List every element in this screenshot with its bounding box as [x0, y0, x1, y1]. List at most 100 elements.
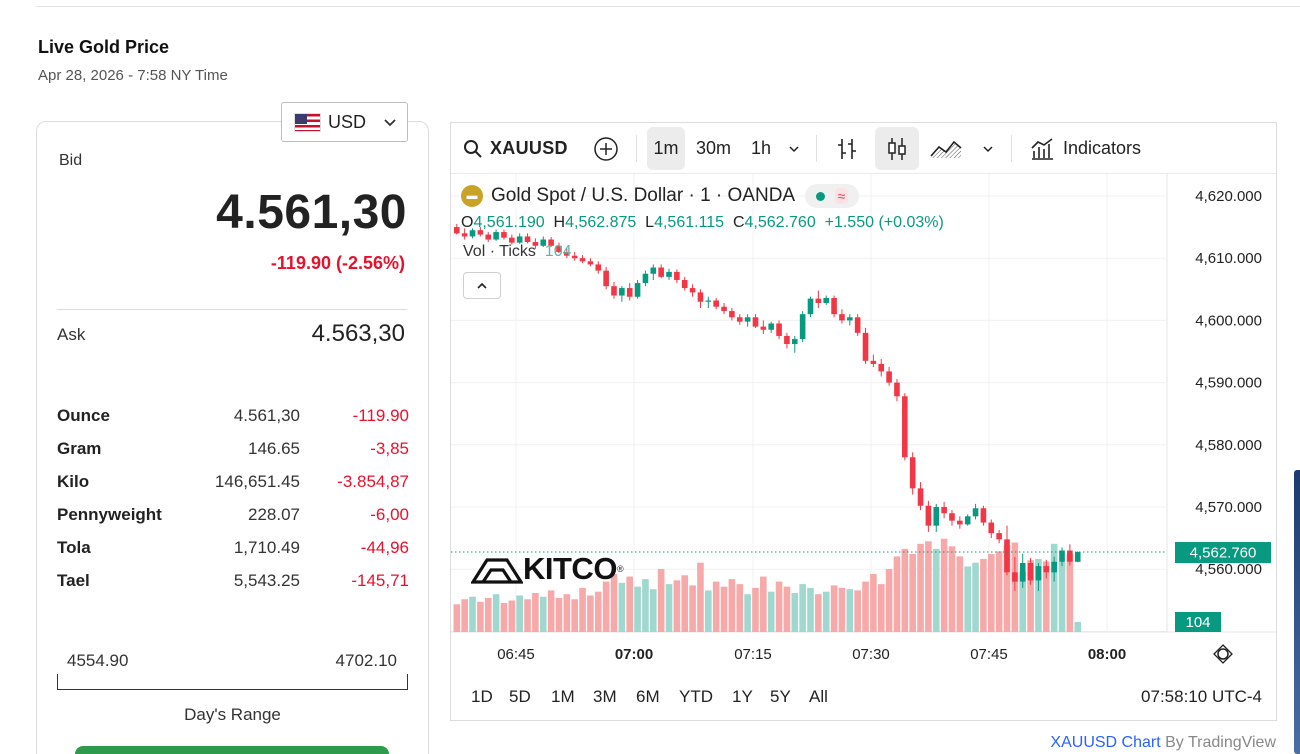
chart-plot[interactable]: 06:45 07:00 07:15 07:30 07:45 08:00 4,620.000 4… [451, 174, 1276, 673]
candle-body [980, 508, 987, 523]
high-label: H [553, 214, 566, 231]
volume-bar [972, 562, 979, 632]
volume-bar [720, 586, 728, 632]
currency-value: USD [328, 111, 367, 132]
range-bar: 1D 5D 1M 3M 6M YTD 1Y 5Y All 07:58:10 UT… [451, 673, 1276, 720]
close-value: 4,562.760 [744, 214, 816, 231]
candle-body [587, 261, 594, 265]
settings-gear-icon[interactable] [1217, 648, 1229, 660]
candles-style-button[interactable] [875, 127, 919, 170]
volume-bar [634, 586, 641, 632]
bar-style-button[interactable] [836, 123, 858, 174]
candle-body [658, 267, 664, 277]
range-5d[interactable]: 5D [509, 687, 531, 706]
ohlc-legend: O4,561.190 H4,562.875 L4,561.115 C4,562.… [461, 214, 944, 232]
volume-bar [815, 594, 822, 632]
area-chart-icon [930, 140, 962, 158]
volume-bar [697, 562, 704, 632]
volume-bar [838, 587, 846, 632]
volume-bar [862, 581, 869, 632]
volume-bar [775, 581, 783, 632]
candle-body [1012, 572, 1018, 582]
candle-body [1035, 566, 1042, 581]
price-tick-label: 4,580.000 [1195, 437, 1262, 454]
candle-body [791, 339, 798, 345]
range-1y[interactable]: 1Y [732, 687, 753, 706]
day-range-label: Day's Range [184, 705, 281, 724]
candle-body [713, 300, 719, 307]
unit-change: -145,71 [351, 571, 409, 590]
unit-value: 146,651.45 [214, 472, 300, 491]
candle-body [540, 239, 547, 246]
interval-dropdown[interactable] [787, 123, 801, 174]
volume-bar [657, 569, 665, 632]
volume-bar [1027, 560, 1034, 632]
volume-bar [783, 586, 791, 632]
volume-bar [579, 587, 586, 632]
interval-1m[interactable]: 1m [647, 127, 685, 170]
legend-collapse-button[interactable] [463, 272, 501, 299]
interval-30m[interactable]: 30m [695, 138, 731, 158]
last-volume-label: 104 [1185, 614, 1210, 631]
symbol-search[interactable]: XAUUSD [463, 123, 568, 174]
volume-bar [1043, 561, 1050, 632]
chart-type-dropdown[interactable] [981, 123, 995, 174]
candle-body [894, 382, 900, 397]
chevron-down-icon [983, 145, 993, 152]
chevron-down-icon [383, 114, 397, 130]
indicators-label: Indicators [1063, 138, 1142, 158]
candle-body [815, 298, 822, 303]
compare-button[interactable] [593, 123, 619, 174]
volume-bar [712, 581, 720, 632]
chart-clock[interactable]: 07:58:10 UTC-4 [1141, 687, 1262, 706]
candle-body [611, 286, 617, 296]
chart-link[interactable]: XAUUSD Chart [1050, 734, 1161, 751]
range-1d[interactable]: 1D [471, 687, 493, 706]
range-6m[interactable]: 6M [636, 687, 660, 706]
candle-body [571, 255, 578, 259]
candle-body [681, 279, 688, 289]
candle-body [831, 298, 837, 315]
unit-name: Kilo [57, 472, 90, 491]
candle-body [493, 232, 499, 240]
action-button[interactable] [75, 746, 389, 754]
range-3m[interactable]: 3M [593, 687, 617, 706]
kitco-logo-icon [471, 558, 523, 584]
volume-bar [1003, 545, 1011, 632]
kitco-brand: KITCO [523, 551, 617, 586]
unit-name: Pennyweight [57, 505, 162, 524]
volume-bar [500, 603, 508, 632]
change-value: +1.550 (+0.03%) [824, 214, 944, 231]
range-ytd[interactable]: YTD [679, 687, 713, 706]
last-volume-tag [1175, 612, 1221, 632]
market-status[interactable]: ≈ [805, 184, 860, 208]
toolbar-divider [1011, 135, 1012, 162]
currency-select[interactable]: USD [281, 102, 408, 142]
open-value: 4,561.190 [473, 214, 545, 231]
interval-1h[interactable]: 1h [750, 138, 772, 158]
volume-bar [602, 581, 610, 632]
candle-body [988, 522, 995, 534]
candle-body [556, 245, 562, 252]
candle-body [949, 513, 955, 521]
volume-bar [846, 589, 854, 632]
range-all[interactable]: All [809, 687, 828, 706]
high-value: 4,562.875 [565, 214, 637, 231]
bid-change: -119.90 (-2.56%) [270, 253, 405, 273]
volume-bar [492, 594, 500, 632]
candle-body [1043, 566, 1050, 573]
tradingview-chart[interactable]: XAUUSD 1m 30m 1h Indicators 06:45 07:0 [450, 122, 1277, 721]
volume-bar [571, 599, 578, 632]
indicators-button[interactable]: Indicators [1029, 123, 1141, 174]
volume-bar [650, 589, 657, 632]
area-style-button[interactable] [929, 123, 963, 174]
volume-bar [885, 569, 893, 632]
settings-gear-outline [1213, 644, 1233, 664]
candle-body [799, 314, 806, 340]
candle-body [1051, 561, 1057, 573]
candle-body [454, 227, 460, 234]
range-1m[interactable]: 1M [551, 687, 575, 706]
volume-legend: Vol · Ticks 104 [463, 243, 572, 261]
range-5y[interactable]: 5Y [770, 687, 791, 706]
tradingview-attribution[interactable]: XAUUSD Chart By TradingView [1050, 734, 1276, 752]
